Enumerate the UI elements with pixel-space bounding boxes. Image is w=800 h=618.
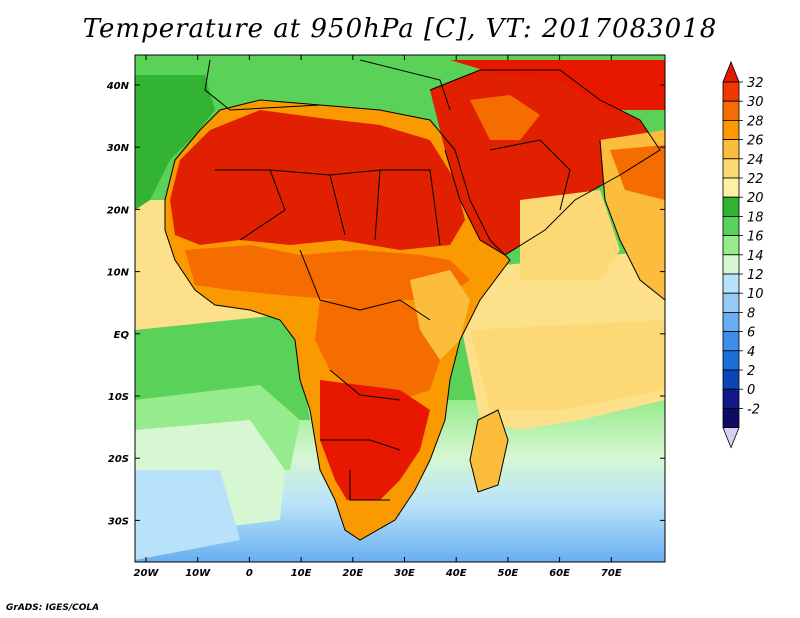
latitude-labels: 40N 30N 20N 10N EQ 10S 20S 30S xyxy=(106,81,130,527)
map-frame xyxy=(134,54,666,563)
south-atlantic-blue xyxy=(135,470,240,560)
colorbar-label: 8 xyxy=(747,306,755,321)
lon-tick-label: 0 xyxy=(246,568,253,579)
africa-coastline xyxy=(164,99,511,541)
map-field xyxy=(135,55,665,562)
colorbar-swatch xyxy=(722,235,740,256)
south-africa-cape xyxy=(340,500,400,535)
sahel-band xyxy=(185,245,470,300)
turkey-warm xyxy=(470,95,540,140)
lon-tick-label: 50E xyxy=(498,568,519,579)
sahara-hot xyxy=(170,110,465,250)
colorbar xyxy=(722,60,743,449)
saudi-border xyxy=(489,139,571,211)
colorbar-label: 16 xyxy=(747,230,764,245)
axis-ticks xyxy=(135,55,665,562)
colorbar-swatch xyxy=(722,407,740,428)
colorbar-swatch xyxy=(722,311,740,332)
lat-tick-label: 40N xyxy=(106,81,130,92)
longitude-labels: 20W 10W 0 10E 20E 30E 40E 50E 60E 70E xyxy=(134,568,622,579)
colorbar-swatch xyxy=(722,177,740,198)
congo-warm xyxy=(315,300,440,400)
colorbar-top-arrow xyxy=(722,60,740,83)
lat-tick-label: 20N xyxy=(107,205,130,216)
colorbar-label: -2 xyxy=(747,402,760,417)
indian-ocean-warmer xyxy=(470,320,665,410)
arabian-sea xyxy=(520,190,620,280)
colorbar-swatch xyxy=(722,100,740,121)
colorbar-swatch xyxy=(722,292,740,313)
sa-border xyxy=(349,470,390,501)
colorbar-label: 28 xyxy=(747,114,764,129)
mediterranean-coast xyxy=(204,59,321,111)
colorbar-swatch xyxy=(722,273,740,294)
lon-tick-label: 20E xyxy=(342,568,363,579)
southern-africa-hot xyxy=(320,380,430,505)
colorbar-label: 26 xyxy=(747,134,764,149)
colorbar-swatch xyxy=(722,139,740,160)
lon-tick-label: 40E xyxy=(445,568,467,579)
arabia-coast xyxy=(429,69,661,256)
lat-tick-label: 30S xyxy=(108,516,129,527)
colorbar-label: 32 xyxy=(747,76,764,91)
lat-tick-label: 20S xyxy=(108,454,129,465)
nw-africa-coast xyxy=(135,75,215,210)
lat-tick-label: 30N xyxy=(107,143,130,154)
colorbar-swatch xyxy=(722,158,740,179)
colorbar-label: 4 xyxy=(747,345,755,360)
colorbar-swatch xyxy=(722,350,740,371)
colorbar-swatch xyxy=(722,369,740,390)
lon-tick-label: 20W xyxy=(134,568,160,579)
europe-coast xyxy=(359,59,451,111)
colorbar-swatch xyxy=(722,388,740,409)
drc-border xyxy=(329,369,401,401)
colorbar-label: 6 xyxy=(747,326,755,341)
colorbar-label: 18 xyxy=(747,210,764,225)
mali-border xyxy=(215,169,286,241)
colorbar-swatch xyxy=(722,215,740,236)
colorbar-swatch xyxy=(722,254,740,275)
central-border xyxy=(299,249,431,321)
colorbar-swatch xyxy=(722,331,740,352)
colorbar-label: 2 xyxy=(747,364,755,379)
lat-tick-label: 10S xyxy=(108,392,129,403)
lat-tick-label: EQ xyxy=(114,330,130,341)
madagascar-coast xyxy=(469,409,509,493)
east-africa-highlands xyxy=(410,270,470,360)
colorbar-label: 12 xyxy=(747,268,764,283)
grads-credit: GrADS: IGES/COLA xyxy=(6,603,100,613)
lon-tick-label: 70E xyxy=(601,568,622,579)
colorbar-swatch xyxy=(722,196,740,217)
madagascar xyxy=(470,410,508,492)
colorbar-swatch xyxy=(722,120,740,141)
egypt-border xyxy=(380,169,441,246)
colorbar-label: 14 xyxy=(747,249,764,264)
india-coast xyxy=(599,139,665,301)
colorbar-label: 0 xyxy=(747,383,755,398)
colorbar-bottom-arrow xyxy=(722,427,740,449)
colorbar-label: 20 xyxy=(747,191,764,206)
north-india-warmer xyxy=(610,145,665,200)
middle-east-hot xyxy=(450,60,665,110)
lon-tick-label: 30E xyxy=(394,568,415,579)
colorbar-swatch xyxy=(722,81,740,102)
colorbar-label: 22 xyxy=(747,172,764,187)
colorbar-label: 30 xyxy=(747,95,764,110)
country-borders xyxy=(164,59,665,541)
southern-border xyxy=(320,439,401,451)
lon-tick-label: 10W xyxy=(185,568,211,579)
lat-tick-label: 10N xyxy=(107,268,130,279)
chart-title: Temperature at 950hPa [C], VT: 201708301… xyxy=(82,14,718,44)
colorbar-label: 24 xyxy=(747,153,764,168)
lon-tick-label: 60E xyxy=(549,568,570,579)
colorbar-label: 10 xyxy=(747,287,764,302)
lon-tick-label: 10E xyxy=(291,568,312,579)
